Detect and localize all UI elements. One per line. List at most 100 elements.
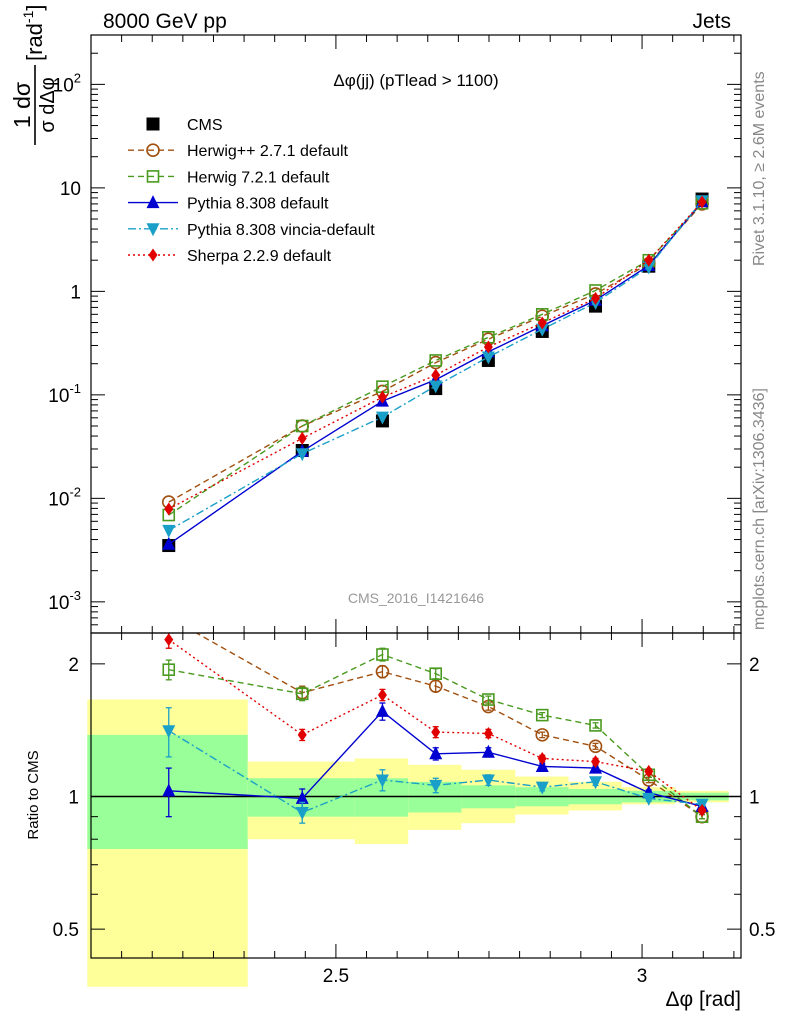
legend-marker bbox=[146, 143, 160, 157]
ratio-frame bbox=[90, 632, 742, 959]
ratio-point bbox=[481, 774, 495, 788]
ratio-point bbox=[697, 803, 707, 817]
data-point bbox=[295, 419, 309, 433]
ratio-point bbox=[537, 751, 547, 765]
ratio-point bbox=[535, 758, 549, 772]
legend-marker bbox=[146, 195, 160, 209]
ratio-point bbox=[642, 792, 656, 806]
data-point bbox=[295, 448, 309, 462]
data-point bbox=[537, 316, 547, 330]
ratio-ylabel: Ratio to CMS bbox=[25, 750, 42, 839]
x-axis-label: Δφ [rad] bbox=[666, 988, 742, 1011]
ratio-point bbox=[162, 783, 176, 797]
data-point bbox=[162, 536, 176, 550]
series-4 bbox=[162, 195, 709, 538]
ratio-point bbox=[589, 719, 602, 732]
legend-label: CMS bbox=[187, 117, 223, 134]
x-tick-label: 3 bbox=[637, 966, 648, 987]
ratio-line bbox=[168, 653, 703, 818]
ratio-point bbox=[429, 746, 443, 760]
legend-item: Pythia 8.308 vincia-default bbox=[128, 222, 375, 239]
ratio-point bbox=[375, 774, 389, 788]
legend-item: Sherpa 2.2.9 default bbox=[128, 248, 332, 265]
ratio-point bbox=[588, 739, 603, 754]
ratio-y-tick-label-right: 1 bbox=[749, 787, 760, 808]
ratio-point bbox=[535, 728, 550, 742]
y-tick-label: 1 bbox=[70, 282, 81, 303]
ratio-y-tick-label: 0.5 bbox=[53, 920, 79, 941]
ratio-point bbox=[295, 687, 309, 701]
ratio-y-tick-label-right: 2 bbox=[749, 655, 760, 676]
data-point bbox=[644, 253, 654, 267]
ratio-y-tick-label: 1 bbox=[68, 787, 79, 808]
ratio-point bbox=[164, 633, 174, 647]
ratio-point bbox=[483, 726, 493, 740]
series-5 bbox=[164, 195, 707, 516]
legend-marker bbox=[146, 223, 160, 237]
legend-item: Pythia 8.308 default bbox=[128, 195, 329, 213]
legend-item: Herwig++ 2.7.1 default bbox=[128, 143, 349, 160]
ratio-point bbox=[482, 693, 495, 706]
legend-label: Herwig++ 2.7.1 default bbox=[187, 143, 349, 160]
ratio-point bbox=[535, 781, 549, 795]
data-point bbox=[483, 340, 493, 354]
ylabel-fraction-top: 1 dσ bbox=[9, 82, 35, 128]
ylabel-fraction-bottom: σ dΔφ bbox=[37, 77, 59, 132]
ratio-point bbox=[295, 806, 309, 820]
series-line bbox=[168, 201, 703, 510]
mcplots-label: mcplots.cern.ch [arXiv:1306.3436] bbox=[751, 388, 768, 630]
data-point bbox=[429, 380, 443, 394]
watermark: CMS_2016_I1421646 bbox=[348, 590, 484, 606]
ratio-y-tick-label: 2 bbox=[68, 655, 79, 676]
ratio-point bbox=[162, 663, 176, 676]
data-point bbox=[375, 411, 389, 425]
main-ylabel: 1 dσ σ dΔφ [rad-1] bbox=[9, 5, 59, 145]
legend-marker bbox=[146, 117, 160, 131]
ratio-point bbox=[591, 755, 601, 769]
ratio-point bbox=[429, 667, 443, 680]
ratio-point bbox=[429, 779, 443, 793]
data-point bbox=[697, 195, 707, 209]
data-point bbox=[164, 502, 174, 516]
legend-label: Pythia 8.308 vincia-default bbox=[187, 222, 375, 239]
legend-marker bbox=[148, 248, 158, 262]
ratio-point bbox=[295, 790, 309, 804]
y-tick-label: 10-2 bbox=[48, 484, 81, 510]
ratio-point bbox=[428, 679, 443, 693]
legend-item: CMS bbox=[146, 117, 223, 134]
legend-label: Pythia 8.308 default bbox=[187, 196, 329, 213]
ratio-point bbox=[162, 725, 176, 739]
ratio-series-4 bbox=[164, 633, 707, 817]
legend-item: Herwig 7.2.1 default bbox=[128, 169, 330, 186]
ratio-point bbox=[644, 764, 654, 778]
ratio-point bbox=[376, 648, 389, 661]
y-tick-label: 10-1 bbox=[48, 381, 81, 407]
rivet-label: Rivet 3.1.10, ≥ 2.6M events bbox=[751, 71, 768, 266]
data-point bbox=[377, 390, 387, 404]
data-point bbox=[481, 351, 495, 365]
ratio-point bbox=[377, 688, 387, 702]
ratio-point bbox=[375, 703, 389, 717]
ratio-point bbox=[589, 776, 603, 790]
x-tick-label: 2.5 bbox=[323, 966, 349, 987]
ratio-point bbox=[481, 744, 495, 758]
data-point bbox=[431, 368, 441, 382]
legend-label: Herwig 7.2.1 default bbox=[187, 169, 330, 186]
y-tick-label: 102 bbox=[53, 70, 81, 96]
y-tick-label: 10 bbox=[60, 179, 81, 200]
series-line bbox=[168, 202, 703, 516]
data-point bbox=[429, 354, 443, 367]
plot-title: Δφ(jj) (pTlead > 1100) bbox=[333, 71, 498, 90]
legend-marker bbox=[146, 170, 160, 183]
ratio-y-tick-label-right: 0.5 bbox=[749, 920, 775, 941]
series-line bbox=[168, 203, 703, 503]
y-tick-label: 10-3 bbox=[48, 588, 81, 614]
data-point bbox=[642, 261, 656, 275]
data-point bbox=[297, 431, 307, 445]
legend: CMS Herwig++ 2.7.1 default Herwig 7.2.1 de… bbox=[128, 117, 375, 265]
ratio-panel: 0.5 0.5 1 1 2 2 2.5 3 bbox=[53, 632, 775, 987]
data-point bbox=[591, 291, 601, 305]
header-left: 8000 GeV pp bbox=[103, 10, 227, 33]
main-panel: CMS_2016_I1421646 Δφ(jj) (pTlead > 1100) C… bbox=[48, 34, 742, 634]
